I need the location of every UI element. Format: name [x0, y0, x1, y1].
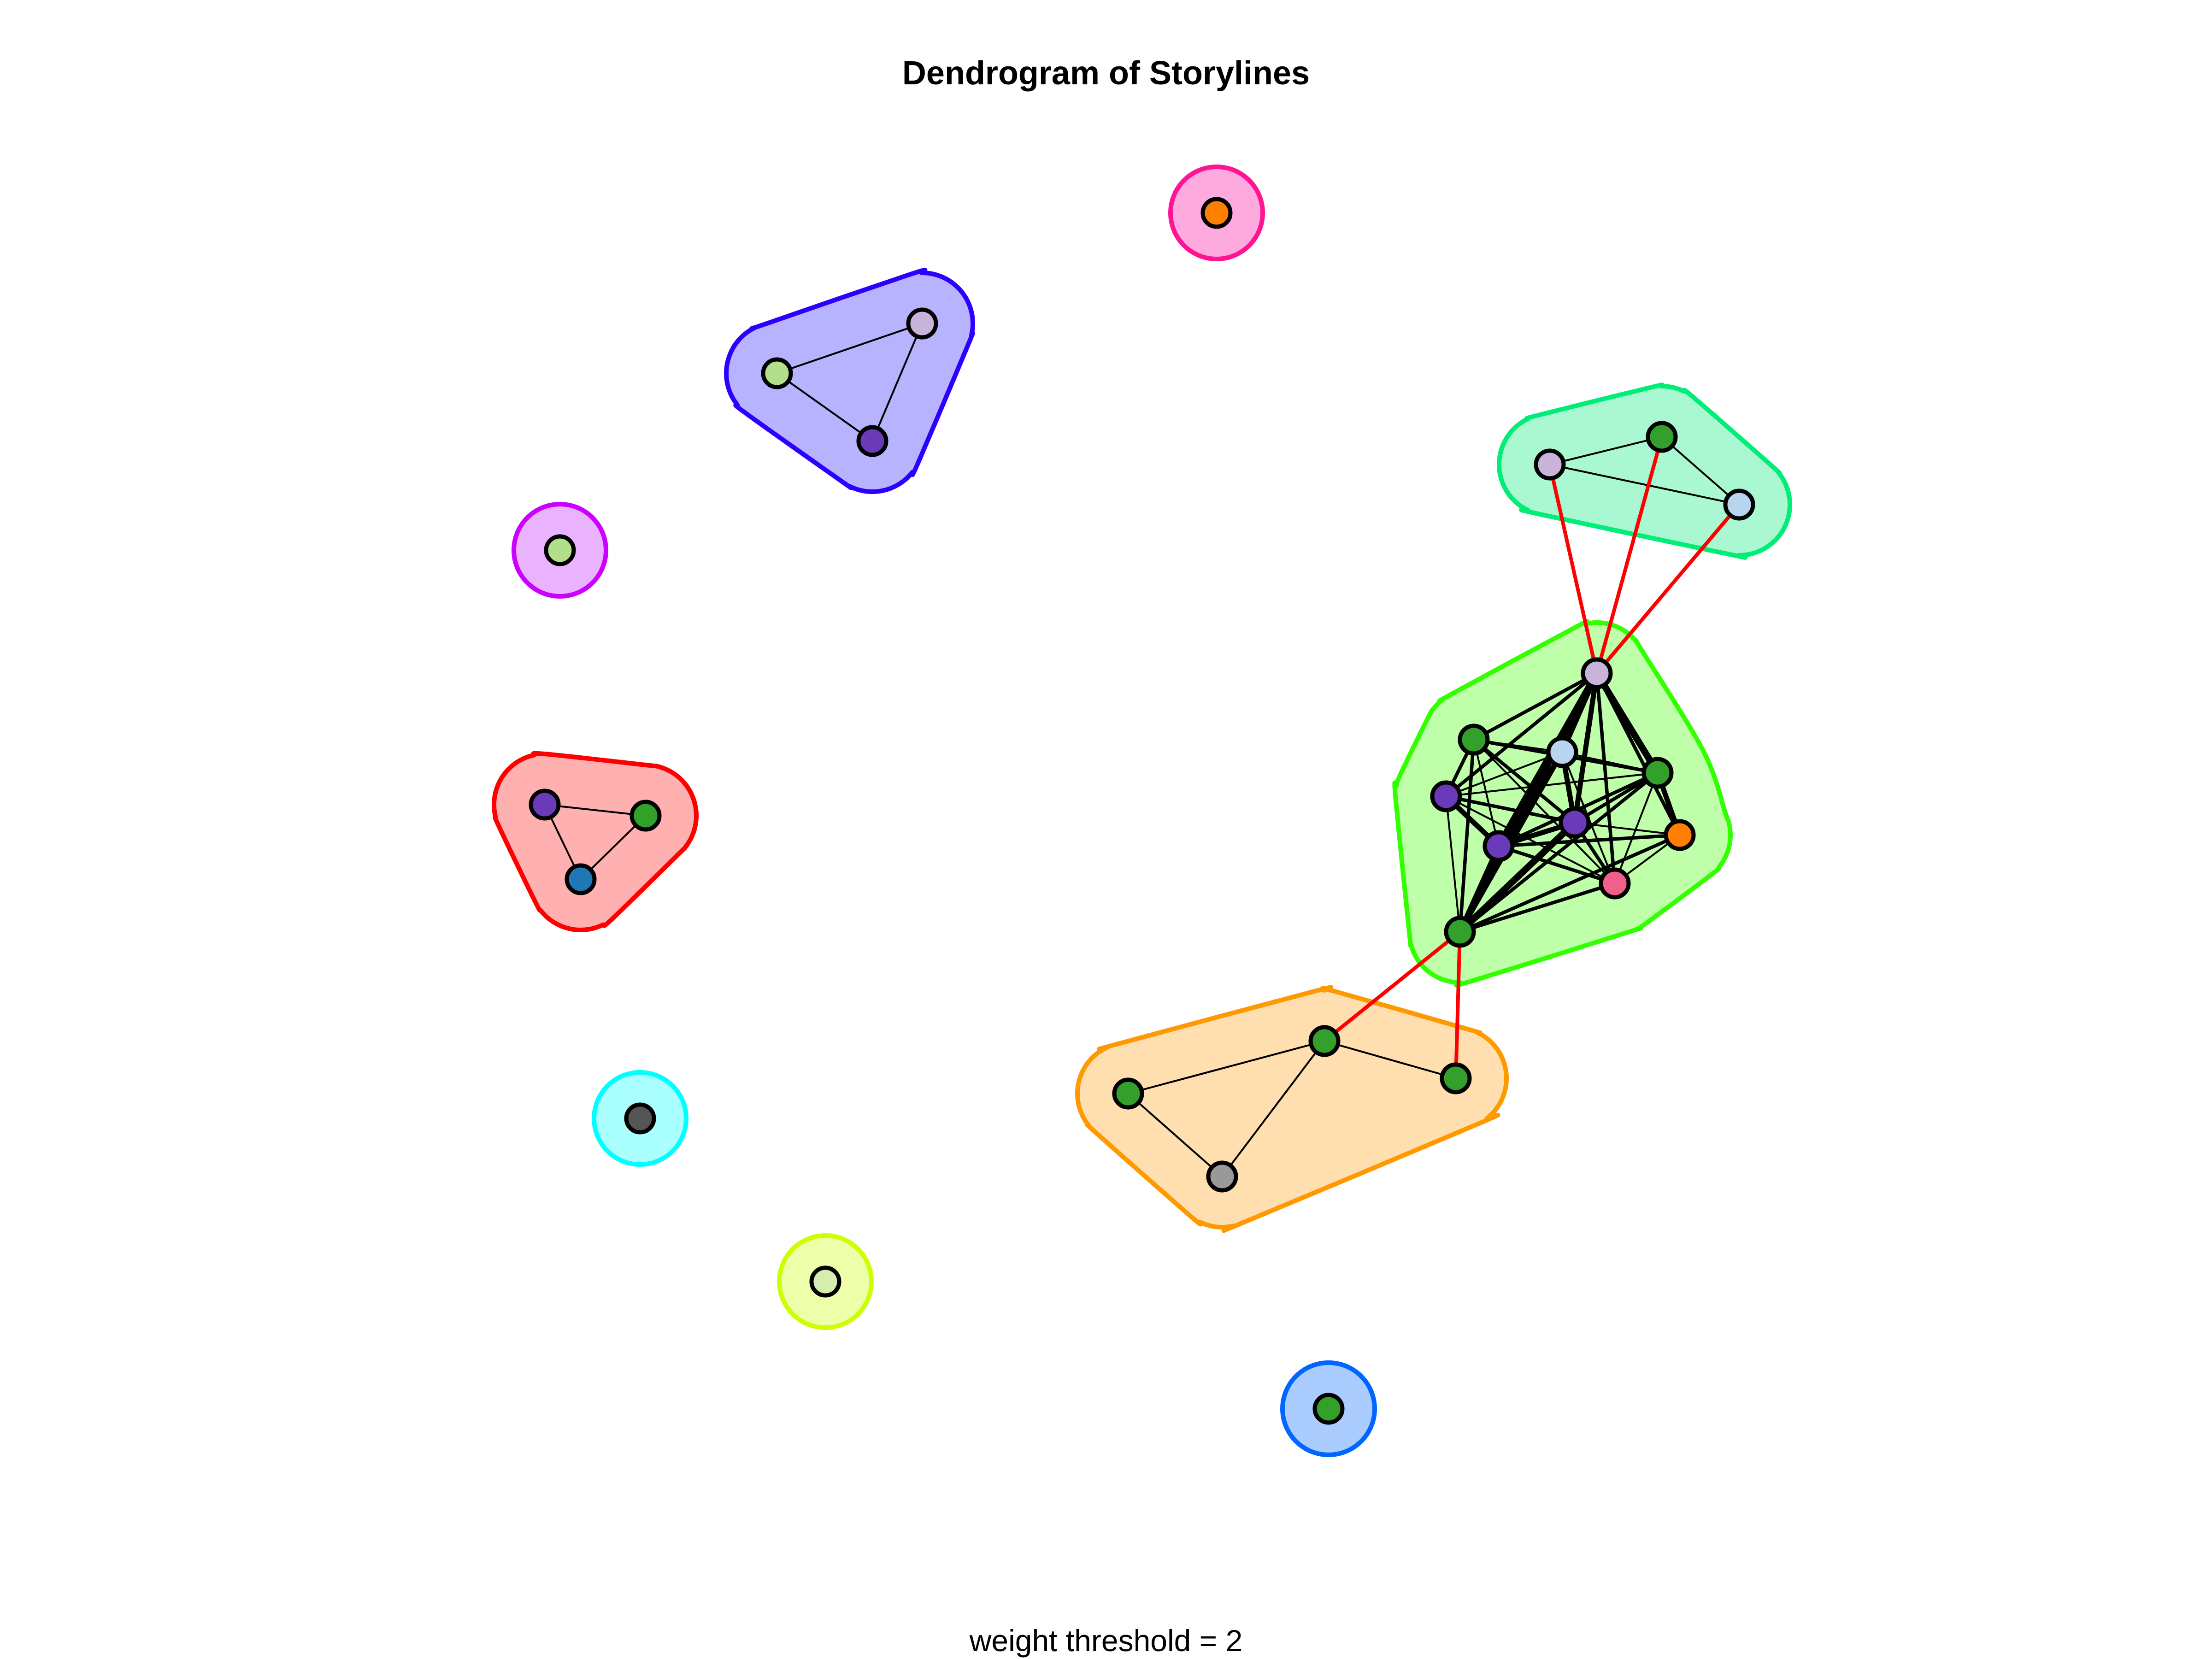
edge-v10-v14: [1472, 738, 1577, 824]
edge-v13-v14: [1444, 794, 1577, 824]
edge-v2-v4: [871, 323, 923, 442]
vertex-v15: [1664, 819, 1696, 851]
vertex-v11: [1546, 736, 1578, 768]
vertex-v26: [624, 1102, 656, 1135]
community-c-orange: [1075, 985, 1509, 1233]
vertex-v19: [529, 788, 561, 821]
edge-v10-v16: [1473, 739, 1500, 847]
edge-v10-v18: [1458, 738, 1476, 934]
edge-v13-v17: [1445, 795, 1616, 884]
vertex-v13: [1430, 780, 1462, 812]
edge-v10-v17: [1473, 739, 1616, 884]
edge-v12-v17: [1614, 772, 1659, 884]
edge-v17-v18: [1458, 882, 1617, 934]
edge-v12-v13: [1445, 772, 1659, 797]
edge-v9-v10: [1472, 671, 1599, 741]
vertex-v10: [1458, 724, 1490, 756]
edge-v11-v12: [1561, 751, 1659, 774]
vertex-v3: [761, 357, 793, 389]
edge-v9-v14: [1572, 671, 1600, 825]
vertex-v17: [1599, 867, 1631, 900]
vertex-v1: [1200, 197, 1233, 229]
edge-v13-v18: [1445, 795, 1461, 933]
cross-edge-v18-v23: [1323, 930, 1462, 1043]
vertex-v23: [1308, 1025, 1341, 1057]
edge-v22-v23: [1127, 1040, 1325, 1094]
edge-v14-v15: [1574, 822, 1681, 836]
chart-subtitle: weight threshold = 2: [969, 1624, 1243, 1658]
edge-v23-v24: [1324, 1040, 1457, 1079]
edge-v19-v20: [544, 804, 647, 817]
edge-v2-v3: [776, 323, 923, 374]
edge-v22-v25: [1127, 1093, 1223, 1177]
edge-v3-v4: [776, 372, 873, 442]
vertex-v8: [544, 534, 576, 566]
edge-v15-v16: [1497, 833, 1682, 848]
edge-v14-v18: [1456, 819, 1578, 935]
vertex-v25: [1206, 1160, 1238, 1193]
vertices-layer: [529, 197, 1755, 1425]
edge-v15-v18: [1458, 833, 1682, 934]
vertex-v24: [1440, 1062, 1472, 1094]
vertex-v5: [1534, 448, 1566, 481]
edge-v5-v7: [1549, 464, 1740, 506]
vertex-v21: [565, 863, 597, 895]
cross-edge-v9-v7: [1595, 503, 1741, 675]
cross-edge-v9-v5: [1548, 463, 1599, 675]
vertex-v12: [1641, 757, 1674, 789]
vertex-v18: [1444, 916, 1476, 948]
vertex-v14: [1559, 806, 1591, 839]
cross-community-edges-layer: [1323, 435, 1741, 1080]
edge-v9-v15: [1595, 671, 1682, 837]
vertex-v6: [1646, 421, 1678, 453]
chart-title: Dendrogram of Storylines: [902, 55, 1310, 92]
vertex-v27: [809, 1265, 841, 1298]
vertex-v16: [1483, 830, 1515, 862]
edge-v16-v17: [1497, 844, 1617, 885]
community-c-red: [492, 751, 699, 932]
vertex-v4: [856, 425, 888, 457]
vertex-v22: [1112, 1077, 1144, 1110]
edge-v5-v6: [1549, 436, 1663, 465]
vertex-v20: [629, 800, 662, 832]
community-c-teal: [1497, 382, 1792, 560]
vertex-v9: [1581, 657, 1613, 689]
edge-v23-v25: [1221, 1040, 1325, 1177]
edge-v12-v14: [1573, 771, 1659, 824]
edges-layer: [544, 323, 1740, 1177]
cross-edge-v18-v24: [1454, 930, 1462, 1080]
vertex-v28: [1312, 1393, 1345, 1425]
edge-v11-v13: [1445, 751, 1563, 797]
cross-edge-v9-v6: [1595, 435, 1664, 675]
edge-v12-v18: [1458, 771, 1659, 934]
vertex-v2: [906, 307, 938, 340]
edge-v6-v7: [1661, 436, 1740, 506]
vertex-v7: [1723, 488, 1755, 521]
